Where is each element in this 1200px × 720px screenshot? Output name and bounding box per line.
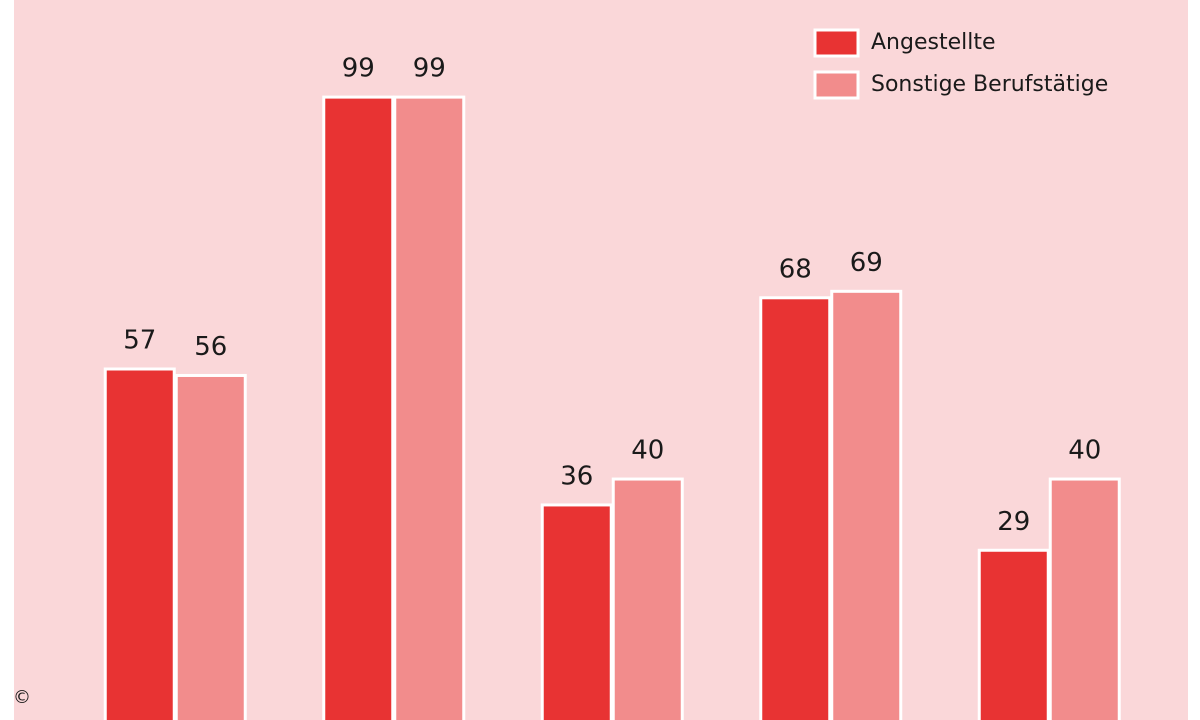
bar bbox=[830, 289, 903, 720]
value-label: 36 bbox=[560, 461, 593, 491]
value-label: 40 bbox=[631, 436, 664, 466]
copyright: © bbox=[13, 687, 31, 708]
value-label: 69 bbox=[850, 248, 883, 278]
bar bbox=[611, 477, 684, 720]
legend-label: Sonstige Berufstätige bbox=[871, 72, 1108, 97]
bar bbox=[977, 548, 1050, 720]
bar bbox=[174, 373, 247, 720]
bar bbox=[393, 95, 466, 720]
bar bbox=[540, 503, 613, 720]
value-label: 29 bbox=[997, 507, 1030, 537]
bar bbox=[759, 296, 832, 720]
value-label: 40 bbox=[1068, 436, 1101, 466]
value-label: 56 bbox=[194, 332, 227, 362]
value-label: 99 bbox=[413, 54, 446, 84]
legend-swatch bbox=[813, 28, 860, 58]
legend-swatch bbox=[813, 70, 860, 100]
value-label: 68 bbox=[779, 254, 812, 284]
bar bbox=[322, 95, 395, 720]
bar bbox=[103, 367, 176, 720]
value-label: 99 bbox=[342, 54, 375, 84]
bar bbox=[1048, 477, 1121, 720]
value-label: 57 bbox=[123, 326, 156, 356]
legend-label: Angestellte bbox=[871, 30, 996, 55]
